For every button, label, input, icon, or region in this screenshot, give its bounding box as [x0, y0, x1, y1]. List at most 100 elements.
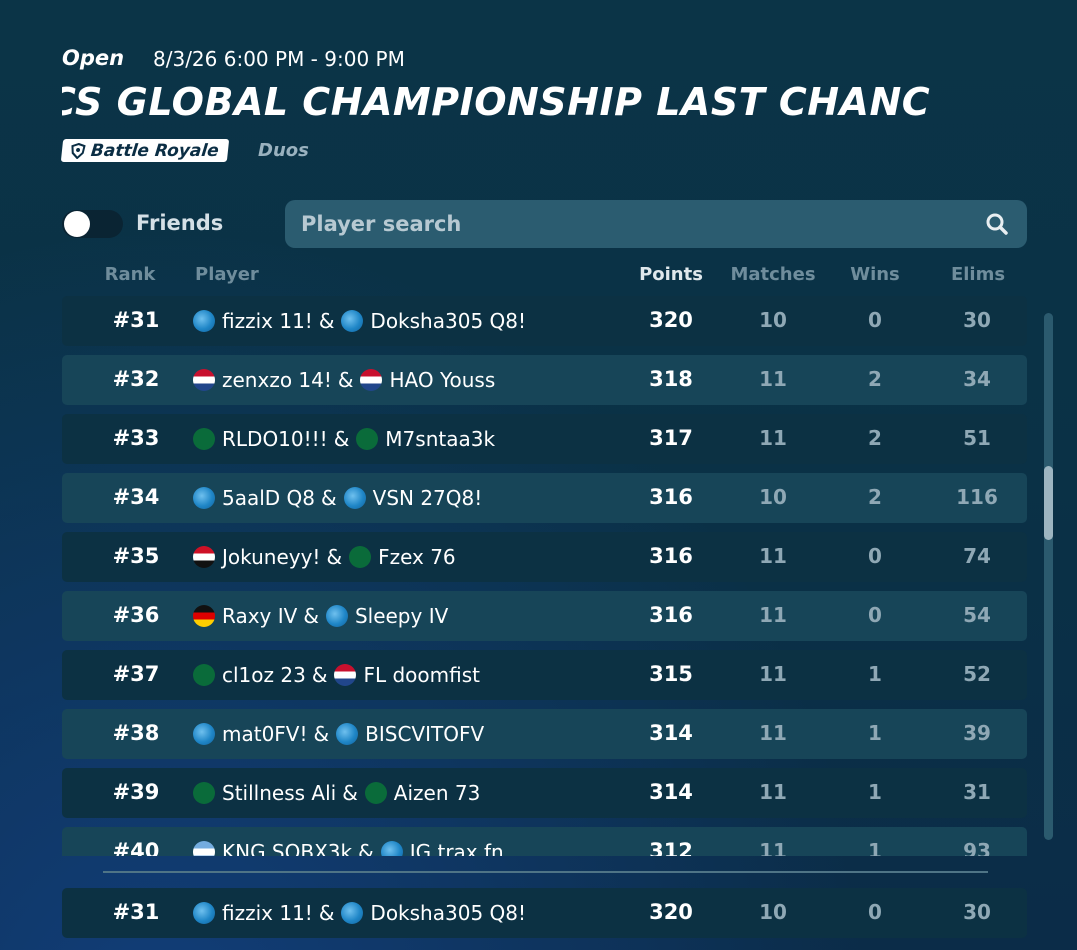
- wins: 1: [868, 780, 882, 804]
- separator: &: [318, 901, 335, 925]
- points: 316: [649, 485, 693, 509]
- players: KNG SOBX3k & IG trax fn: [193, 840, 504, 856]
- mode-badge: Battle Royale: [60, 139, 230, 162]
- rank: #31: [112, 308, 160, 332]
- column-header: Player: [195, 264, 259, 285]
- leaderboard-row[interactable]: #38 mat0FV! & BISCVITOFV 314 11 1 39: [62, 709, 1027, 759]
- elims: 39: [963, 721, 991, 745]
- own-row-container: #31 fizzix 11! & Doksha305 Q8! 320 10 0 30: [62, 888, 1027, 938]
- flag: [193, 723, 215, 745]
- team-size: Duos: [258, 140, 309, 161]
- friends-toggle[interactable]: [62, 210, 123, 238]
- scrollbar-thumb[interactable]: [1044, 466, 1053, 540]
- separator: &: [318, 309, 335, 333]
- flag: [193, 902, 215, 924]
- separator: &: [321, 486, 337, 510]
- players: 5aalD Q8 & VSN 27Q8!: [193, 486, 482, 510]
- points: 320: [649, 308, 693, 332]
- leaderboard-row[interactable]: #39 Stillness Ali & Aizen 73 314 11 1 31: [62, 768, 1027, 818]
- rank: #37: [112, 662, 160, 686]
- flag: [193, 369, 215, 391]
- matches: 11: [759, 662, 787, 686]
- matches: 10: [759, 485, 787, 509]
- leaderboard-row[interactable]: #37 cl1oz 23 & FL doomfist 315 11 1 52: [62, 650, 1027, 700]
- search-placeholder: Player search: [301, 212, 462, 236]
- flag: [360, 369, 383, 391]
- elims: 93: [963, 839, 991, 856]
- leaderboard-row[interactable]: #31 fizzix 11! & Doksha305 Q8! 320 10 0 30: [62, 296, 1027, 346]
- rank: #34: [112, 485, 160, 509]
- flag: [334, 664, 357, 686]
- separator: &: [337, 368, 354, 392]
- player-name: FL doomfist: [363, 663, 480, 687]
- player-name: 5aalD Q8: [222, 486, 316, 510]
- player-name: Sleepy IV: [354, 604, 449, 628]
- elims: 30: [963, 308, 991, 332]
- flag: [380, 841, 403, 856]
- mode-icon: [71, 142, 86, 159]
- matches: 11: [759, 721, 787, 745]
- elims: 34: [963, 367, 991, 391]
- wins: 0: [868, 308, 882, 332]
- flag: [193, 841, 215, 856]
- column-header: Points: [639, 264, 703, 285]
- mode: Battle Royale: [89, 140, 220, 161]
- rank: #31: [112, 900, 160, 924]
- separator: &: [313, 722, 330, 746]
- flag: [193, 664, 215, 686]
- matches: 11: [759, 544, 787, 568]
- player-name: Doksha305 Q8!: [370, 309, 527, 333]
- wins: 0: [868, 544, 882, 568]
- rank: #39: [112, 780, 160, 804]
- players: fizzix 11! & Doksha305 Q8!: [193, 309, 526, 333]
- player-name: HAO Youss: [389, 368, 496, 392]
- matches: 11: [759, 780, 787, 804]
- points: 315: [649, 662, 693, 686]
- scrollbar-track[interactable]: [1044, 313, 1053, 840]
- player-name: Aizen 73: [393, 781, 481, 805]
- search-box[interactable]: Player search: [285, 200, 1027, 248]
- points: 318: [649, 367, 693, 391]
- flag: [364, 782, 387, 804]
- player-name: M7sntaa3k: [385, 427, 496, 451]
- rows-list: #31 fizzix 11! & Doksha305 Q8! 320 10 0 30 #32 ze…: [62, 296, 1027, 856]
- players: fizzix 11! & Doksha305 Q8!: [193, 901, 526, 925]
- points: 314: [649, 780, 693, 804]
- column-header: Matches: [730, 264, 816, 285]
- elims: 31: [963, 780, 991, 804]
- search-icon[interactable]: [985, 212, 1009, 236]
- players: zenxzo 14! & HAO Youss: [193, 368, 495, 392]
- flag: [349, 546, 372, 568]
- players: RLDO10!!! & M7sntaa3k: [193, 427, 495, 451]
- leaderboard-row[interactable]: #40 KNG SOBX3k & IG trax fn 312 11 1 93: [62, 827, 1027, 856]
- leaderboard-row[interactable]: #34 5aalD Q8 & VSN 27Q8! 316 10 2 116: [62, 473, 1027, 523]
- points: 316: [649, 544, 693, 568]
- wins: 1: [868, 721, 882, 745]
- matches: 11: [759, 603, 787, 627]
- elims: 116: [956, 485, 998, 509]
- flag: [193, 546, 215, 568]
- elims: 51: [963, 426, 991, 450]
- leaderboard-row[interactable]: #31 fizzix 11! & Doksha305 Q8! 320 10 0 30: [62, 888, 1027, 938]
- rank: #38: [112, 721, 160, 745]
- flag: [343, 487, 366, 509]
- status: Open: [62, 46, 125, 70]
- flag: [341, 310, 364, 332]
- leaderboard-row[interactable]: #36 Raxy IV & Sleepy IV 316 11 0 54: [62, 591, 1027, 641]
- separator: &: [333, 427, 350, 451]
- points: 314: [649, 721, 693, 745]
- players: Stillness Ali & Aizen 73: [193, 781, 480, 805]
- elims: 52: [963, 662, 991, 686]
- points: 312: [649, 839, 693, 856]
- points: 316: [649, 603, 693, 627]
- leaderboard-row[interactable]: #33 RLDO10!!! & M7sntaa3k 317 11 2 51: [62, 414, 1027, 464]
- leaderboard-row[interactable]: #35 Jokuneyy! & Fzex 76 316 11 0 74: [62, 532, 1027, 582]
- flag: [325, 605, 348, 627]
- leaderboard-row[interactable]: #32 zenxzo 14! & HAO Youss 318 11 2 34: [62, 355, 1027, 405]
- elims: 30: [963, 900, 991, 924]
- player-name: RLDO10!!!: [222, 427, 328, 451]
- players: mat0FV! & BISCVITOFV: [193, 722, 484, 746]
- wins: 1: [868, 839, 882, 856]
- flag: [193, 428, 215, 450]
